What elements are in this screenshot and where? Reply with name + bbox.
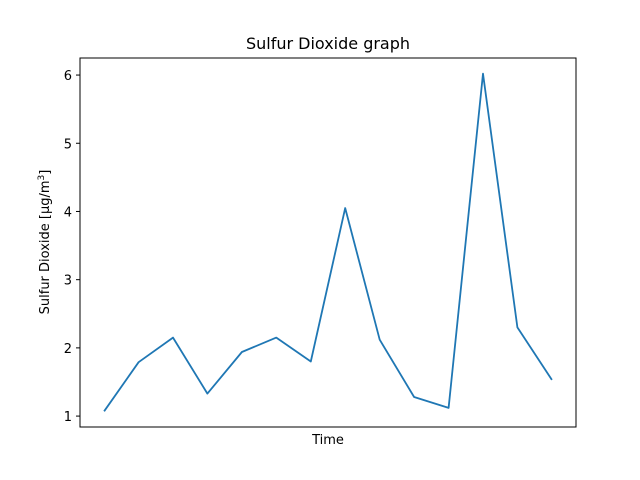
y-axis-ticks: 1 2 3 4 5 6 (64, 69, 80, 425)
y-axis-title: Sulfur Dioxide [µg/m3] (37, 170, 53, 315)
y-axis-title-suffix: ] (38, 170, 53, 175)
y-axis-title-superscript: 3 (37, 175, 47, 181)
series-line (103, 72, 553, 412)
y-tick-label: 3 (64, 274, 72, 289)
series-lines (103, 72, 553, 412)
plot-frame (79, 57, 577, 428)
x-axis-title: Time (311, 433, 344, 448)
y-tick-label: 2 (64, 342, 72, 357)
y-tick-label: 5 (64, 137, 72, 152)
y-tick-label: 6 (64, 69, 72, 84)
y-tick-label: 4 (64, 205, 72, 220)
y-axis-title-main: Sulfur Dioxide [µg/m (38, 180, 53, 314)
y-tick-label: 1 (64, 410, 72, 425)
chart-title: Sulfur Dioxide graph (246, 34, 410, 53)
